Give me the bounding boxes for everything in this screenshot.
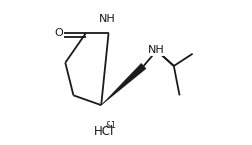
Text: O: O	[54, 28, 63, 38]
Text: NH: NH	[99, 14, 116, 25]
Text: HCl: HCl	[93, 125, 113, 138]
Polygon shape	[101, 63, 145, 105]
Text: NH: NH	[148, 46, 164, 56]
Text: &1: &1	[105, 122, 116, 130]
